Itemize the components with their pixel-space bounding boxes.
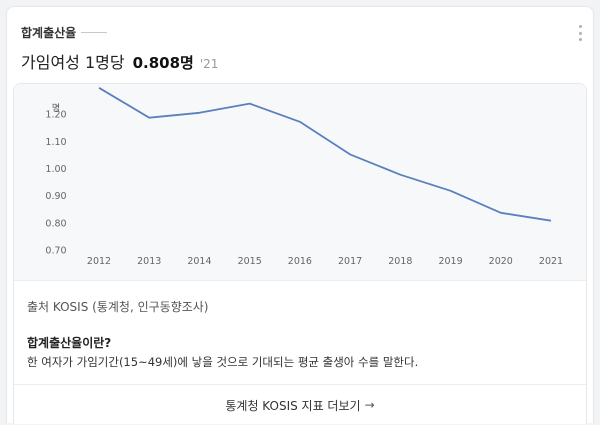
y-tick-label: 0.90: [45, 191, 66, 202]
series-line: [98, 87, 552, 222]
chart-panel: 명 1.20 1.10 1.00 0.90 0.80 0.70 2012 2013 2014 201…: [13, 83, 587, 424]
data-point[interactable]: [143, 112, 155, 124]
y-tick-label: 1.00: [45, 164, 66, 175]
x-tick-label: 2014: [187, 256, 211, 267]
x-tick-label: 2017: [338, 256, 362, 267]
definition-text: 한 여자가 가임기간(15~49세)에 낳을 것으로 기대되는 평균 출생아 수…: [27, 355, 419, 369]
data-point[interactable]: [193, 107, 205, 119]
more-vertical-icon[interactable]: [578, 25, 582, 41]
line-chart: 명1.20 1.10 1.00 0.90 0.80 0.70 2012 2013 2014 201…: [45, 84, 563, 267]
source-text: 출처 KOSIS (통계청, 인구동향조사): [27, 300, 209, 314]
chart-area: 명 1.20 1.10 1.00 0.90 0.80 0.70 2012 2013 2014 201…: [14, 84, 586, 280]
arrow-right-icon: →: [364, 398, 375, 412]
kosis-more-label: 통계청 KOSIS 지표 더보기: [225, 398, 361, 413]
definition-title: 합계출산율이란?: [27, 336, 112, 350]
y-tick-label: 1.10: [45, 137, 66, 148]
x-tick-label: 2020: [489, 256, 513, 267]
y-tick-label: 0.80: [45, 218, 66, 229]
more-dot: [578, 25, 582, 28]
y-axis-unit-label: 명: [52, 103, 60, 114]
headline-label: 가임여성 1명당: [21, 53, 125, 72]
headline-year: '21: [199, 57, 219, 71]
data-point[interactable]: [294, 116, 306, 128]
x-tick-label: 2012: [87, 256, 111, 267]
fertility-rate-card: 합계출산율 가임여성 1명당 0.808명 '21 명 1.20 1.10 1.00 0…: [6, 6, 594, 424]
kosis-more-link[interactable]: 통계청 KOSIS 지표 더보기 →: [14, 385, 586, 425]
x-tick-label: 2019: [438, 256, 462, 267]
y-tick-label: 1.20: [45, 110, 66, 121]
x-tick-label: 2016: [288, 256, 312, 267]
y-tick-label: 0.70: [45, 246, 66, 257]
x-tick-label: 2018: [388, 256, 412, 267]
more-dot: [578, 38, 582, 41]
chart-divider: [14, 280, 586, 281]
headline: 가임여성 1명당 0.808명 '21: [21, 49, 218, 73]
data-point[interactable]: [394, 169, 406, 181]
footer-divider: [14, 384, 586, 385]
title-divider-line: [81, 32, 108, 33]
card-title: 합계출산율: [21, 26, 77, 40]
more-dot: [578, 31, 582, 35]
headline-value: 0.808명: [132, 54, 194, 72]
data-point[interactable]: [344, 148, 356, 160]
x-tick-label: 2013: [137, 256, 161, 267]
data-point[interactable]: [93, 84, 105, 94]
data-point[interactable]: [495, 207, 507, 219]
data-point[interactable]: [244, 98, 256, 110]
data-point[interactable]: [445, 185, 457, 197]
data-point[interactable]: [545, 215, 557, 227]
x-tick-label: 2015: [238, 256, 262, 267]
x-tick-label: 2021: [539, 256, 563, 267]
card-header: 합계출산율: [21, 24, 108, 41]
